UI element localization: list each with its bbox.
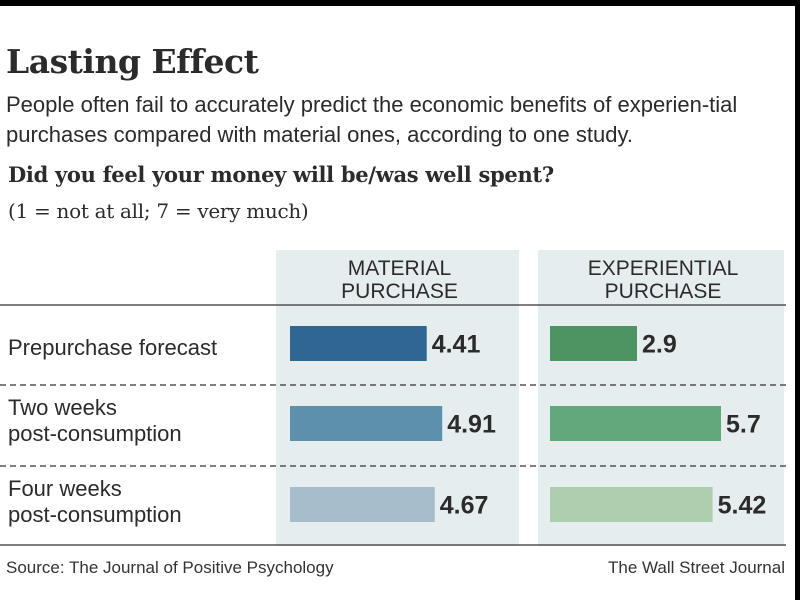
data-label: 4.41 (432, 331, 481, 359)
bar-material (290, 487, 435, 522)
bar-material (290, 406, 443, 441)
bar-experiential (550, 487, 713, 522)
chart-title: Lasting Effect (6, 42, 259, 81)
row-label: Prepurchase forecast (8, 335, 217, 360)
series-header-experiential: EXPERIENTIAL PURCHASE (588, 257, 739, 303)
credit-line: The Wall Street Journal (608, 558, 785, 577)
scale-note: (1 = not at all; 7 = very much) (8, 199, 309, 223)
survey-question: Did you feel your money will be/was well… (8, 162, 554, 187)
bar-experiential (550, 406, 721, 441)
data-label: 5.7 (726, 411, 761, 439)
data-label: 4.91 (447, 411, 496, 439)
source-note: Source: The Journal of Positive Psycholo… (6, 558, 334, 577)
data-label: 4.67 (440, 492, 489, 520)
row-label: Two weeks post-consumption (8, 395, 182, 446)
series-header-material: MATERIAL PURCHASE (341, 257, 458, 303)
bar-experiential (550, 326, 637, 361)
bar-material (290, 326, 427, 361)
bar-chart: MATERIAL PURCHASE EXPERIENTIAL PURCHASE Prep… (0, 250, 786, 546)
data-label: 2.9 (642, 331, 677, 359)
graphic-frame: Lasting Effect People often fail to accu… (0, 6, 795, 600)
row-label: Four weeks post-consumption (8, 476, 182, 527)
chart-subtitle: People often fail to accurately predict … (6, 92, 738, 147)
data-label: 5.42 (718, 492, 767, 520)
